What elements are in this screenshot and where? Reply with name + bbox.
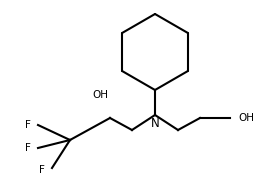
Text: OH: OH bbox=[92, 90, 108, 100]
Text: F: F bbox=[25, 120, 31, 130]
Text: OH: OH bbox=[238, 113, 254, 123]
Text: F: F bbox=[25, 143, 31, 153]
Text: F: F bbox=[39, 165, 45, 175]
Text: N: N bbox=[151, 117, 159, 130]
